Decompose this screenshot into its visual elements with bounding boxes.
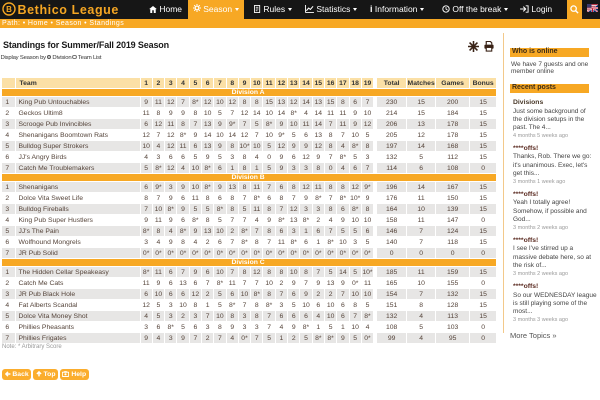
- svg-text:B: B: [6, 5, 12, 14]
